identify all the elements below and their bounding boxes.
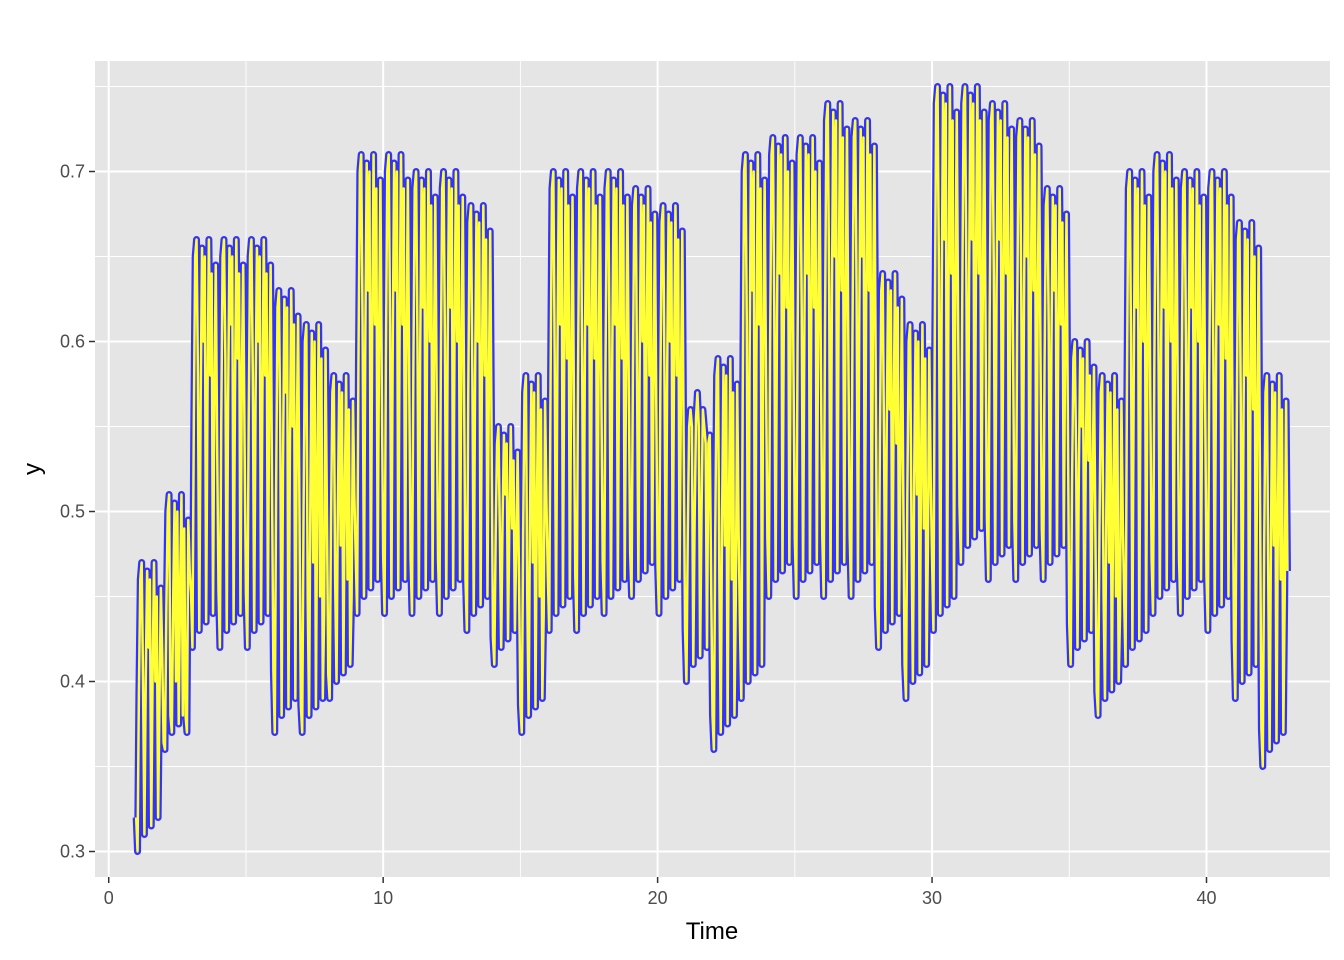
x-tick-label: 20	[648, 888, 668, 908]
y-axis-ticks: 0.3 0.4 0.5 0.6 0.7	[60, 162, 95, 862]
y-tick-label: 0.3	[60, 842, 85, 862]
y-tick-label: 0.4	[60, 672, 85, 692]
x-tick-label: 40	[1196, 888, 1216, 908]
y-axis-title: y	[19, 463, 46, 475]
x-tick-label: 0	[104, 888, 114, 908]
series-layer	[132, 83, 1291, 855]
y-tick-label: 0.6	[60, 332, 85, 352]
y-tick-label: 0.5	[60, 502, 85, 522]
x-axis-title: Time	[686, 918, 738, 945]
x-axis-ticks: 0 10 20 30 40	[104, 877, 1217, 908]
y-tick-label: 0.7	[60, 162, 85, 182]
x-tick-label: 30	[922, 888, 942, 908]
series-line-inner	[134, 85, 1289, 853]
x-tick-label: 10	[373, 888, 393, 908]
